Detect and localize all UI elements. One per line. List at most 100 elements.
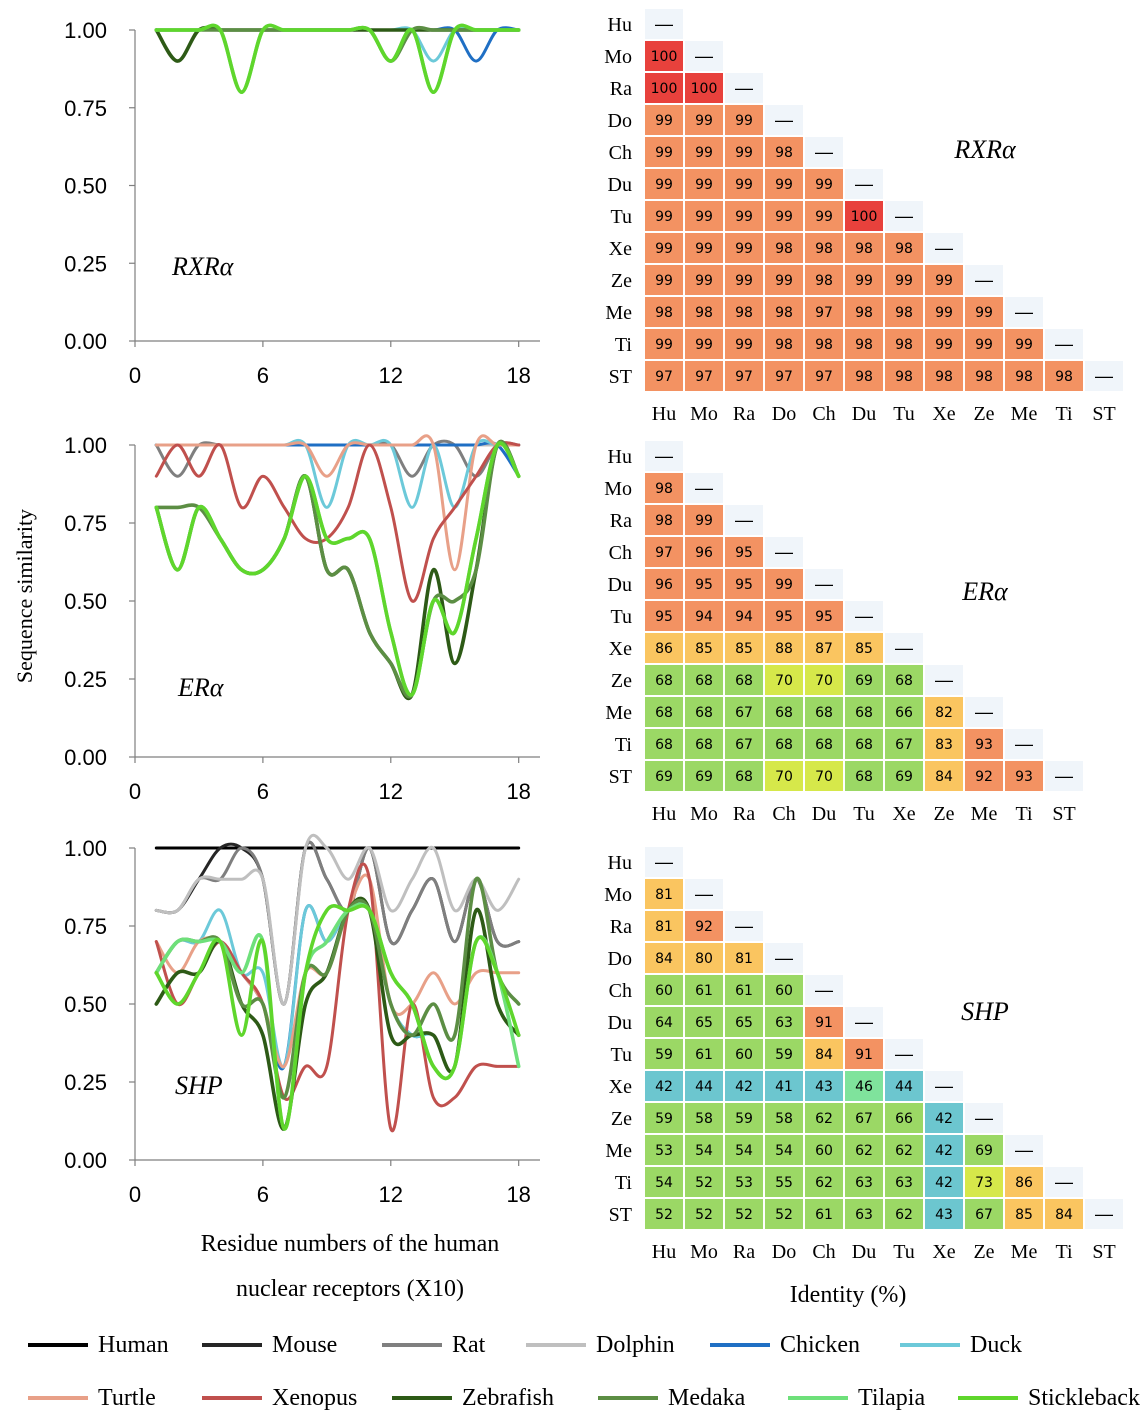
diagonal-mark: — <box>1095 1204 1113 1224</box>
series-line-stickleback <box>154 904 521 1131</box>
row-label: Me <box>605 302 632 324</box>
cell-value: 54 <box>655 1175 673 1191</box>
cell-value: 99 <box>815 177 833 193</box>
cell-value: 42 <box>735 1079 753 1095</box>
cell-value: 100 <box>851 209 878 225</box>
cell-value: 54 <box>775 1143 793 1159</box>
column-label: Ra <box>733 803 755 825</box>
y-tick-label: 0.25 <box>64 667 107 692</box>
cell-value: 98 <box>855 369 873 385</box>
y-tick-label: 0.50 <box>64 589 107 614</box>
row-label: Hu <box>608 446 632 468</box>
heatmap-cell <box>643 503 685 537</box>
heatmap-cell <box>643 359 685 393</box>
heatmap-cell <box>883 231 925 265</box>
diagonal-mark: — <box>1055 334 1073 354</box>
cell-value: 42 <box>935 1111 953 1127</box>
heatmap-cell <box>763 327 805 361</box>
y-tick-label: 0.75 <box>64 511 107 536</box>
diagonal-mark: — <box>695 46 713 66</box>
series-line-tilapia <box>154 23 521 94</box>
cell-value: 96 <box>695 545 713 561</box>
heatmap-cell <box>763 1197 805 1231</box>
row-label: Ra <box>610 78 632 100</box>
cell-value: 84 <box>815 1047 833 1063</box>
legend-label: Turtle <box>98 1385 156 1411</box>
cell-value: 95 <box>775 609 793 625</box>
cell-value: 99 <box>735 177 753 193</box>
diagonal-mark: — <box>655 14 673 34</box>
heatmap-cell <box>723 1133 765 1167</box>
diagonal-cell <box>1083 1197 1125 1231</box>
x-tick-label: 6 <box>257 363 269 388</box>
cell-value: 70 <box>815 769 833 785</box>
cell-value: 53 <box>735 1175 753 1191</box>
cell-value: 43 <box>935 1207 953 1223</box>
row-label: Ti <box>615 1172 633 1194</box>
heatmap-cell <box>763 1101 805 1135</box>
y-tick-label: 0.00 <box>64 1148 107 1173</box>
cell-value: 42 <box>935 1143 953 1159</box>
heatmap-cell <box>763 263 805 297</box>
cell-value: 62 <box>895 1207 913 1223</box>
y-axis-title: Sequence similarity <box>12 509 37 683</box>
heatmap-3: Hu — Mo 81 — Ra 81 92 — Do 84 80 81 — Ch 60 61 61 60 — Du 64 6… <box>604 845 1125 1263</box>
cell-value: 98 <box>655 305 673 321</box>
diagonal-cell <box>803 973 845 1007</box>
diagonal-cell <box>643 845 685 879</box>
cell-value: 63 <box>775 1015 793 1031</box>
cell-value: 94 <box>695 609 713 625</box>
diagonal-mark: — <box>815 142 833 162</box>
cell-value: 99 <box>655 113 673 129</box>
column-label: Du <box>812 803 836 825</box>
cell-value: 92 <box>695 919 713 935</box>
panel-label: RXRα <box>171 252 235 281</box>
diagonal-mark: — <box>855 1012 873 1032</box>
row-label: Mo <box>604 46 632 68</box>
legend-label: Tilapia <box>858 1385 925 1411</box>
diagonal-cell <box>683 471 725 505</box>
row-label: Ti <box>615 734 633 756</box>
row-label: Me <box>605 702 632 724</box>
diagonal-cell <box>1043 1165 1085 1199</box>
cell-value: 99 <box>695 337 713 353</box>
x-tick-label: 12 <box>379 363 403 388</box>
heatmap-cell <box>803 759 845 793</box>
heatmap-cell <box>923 359 965 393</box>
cell-value: 58 <box>775 1111 793 1127</box>
column-label: Du <box>852 403 876 425</box>
column-label: Xe <box>932 403 955 425</box>
cell-value: 59 <box>775 1047 793 1063</box>
heatmap-cell <box>683 1165 725 1199</box>
heatmap-cell <box>643 631 685 665</box>
cell-value: 99 <box>655 209 673 225</box>
heatmap-cell <box>723 695 765 729</box>
line-panels: 0.000.250.500.751.000 6 12 18RXRα0.000.250.… <box>64 18 540 1207</box>
diagonal-cell <box>963 1101 1005 1135</box>
row-label: Hu <box>608 14 632 36</box>
cell-value: 63 <box>855 1207 873 1223</box>
diagonal-cell <box>843 1005 885 1039</box>
cell-value: 60 <box>655 983 673 999</box>
cell-value: 99 <box>655 177 673 193</box>
cell-value: 65 <box>695 1015 713 1031</box>
cell-value: 97 <box>695 369 713 385</box>
legend-item-medaka: Medaka <box>598 1385 746 1411</box>
column-label: Tu <box>853 803 875 825</box>
row-label: Tu <box>610 606 632 628</box>
heatmap-cell <box>683 71 725 105</box>
column-label: Do <box>772 1241 796 1263</box>
diagonal-cell <box>1043 327 1085 361</box>
diagonal-mark: — <box>775 948 793 968</box>
cell-value: 43 <box>815 1079 833 1095</box>
column-label: Ti <box>1015 803 1033 825</box>
column-label: Me <box>1011 403 1038 425</box>
legend-label: Dolphin <box>596 1332 675 1358</box>
legend-label: Medaka <box>668 1385 746 1411</box>
diagonal-mark: — <box>935 1076 953 1096</box>
cell-value: 99 <box>735 113 753 129</box>
cell-value: 98 <box>935 369 953 385</box>
cell-value: 98 <box>775 337 793 353</box>
heatmap-cell <box>723 1165 765 1199</box>
